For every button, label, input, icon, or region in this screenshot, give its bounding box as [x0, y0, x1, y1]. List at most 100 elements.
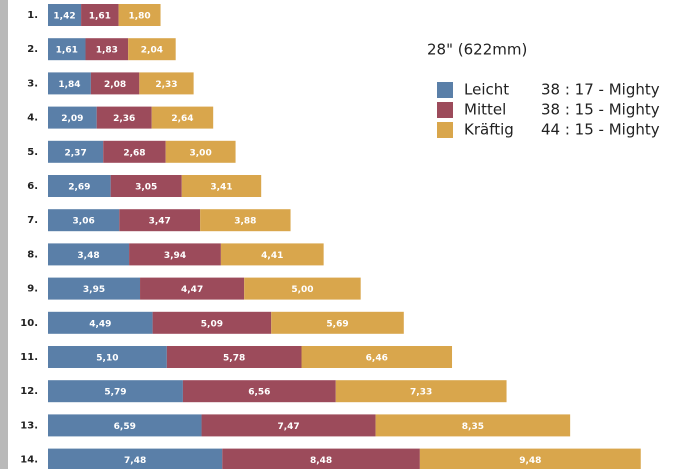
bar-segment	[96, 106, 152, 129]
bar-segment	[375, 414, 571, 437]
category-label: 2.	[27, 44, 38, 55]
legend-gearing: 38 : 17 - Mighty	[541, 81, 660, 99]
value-label: 7,33	[410, 388, 432, 398]
bar-segment	[335, 380, 507, 403]
value-label: 3,48	[77, 251, 99, 261]
value-label: 2,37	[65, 148, 87, 158]
bar-segment	[48, 72, 91, 95]
bar-segment	[129, 243, 221, 266]
bar-segment	[48, 209, 120, 232]
bar-segment	[48, 311, 153, 334]
legend-swatch	[437, 122, 453, 138]
bar-segment	[81, 4, 119, 26]
bar-segment	[119, 209, 201, 232]
value-label: 2,09	[61, 114, 83, 124]
value-label: 3,05	[135, 183, 157, 193]
bar-segment	[48, 243, 130, 266]
bar-segment	[85, 38, 129, 61]
category-label: 11.	[20, 352, 38, 363]
category-label: 1.	[27, 10, 38, 21]
bar-segment	[48, 346, 167, 368]
category-label: 12.	[20, 386, 38, 397]
value-label: 5,79	[104, 388, 126, 398]
value-label: 8,35	[462, 422, 484, 432]
value-label: 5,00	[291, 285, 313, 295]
bar-segment	[244, 277, 361, 300]
category-label: 14.	[20, 455, 38, 466]
bar-segment	[201, 414, 376, 437]
value-label: 2,08	[104, 80, 126, 90]
bar-segment	[48, 380, 183, 403]
value-label: 2,36	[113, 114, 135, 124]
value-label: 1,80	[128, 12, 150, 22]
value-label: 2,33	[155, 80, 177, 90]
value-label: 6,56	[248, 388, 270, 398]
bar-segment	[110, 175, 182, 197]
legend-swatch	[437, 82, 453, 98]
chart-title: 28" (622mm)	[427, 41, 527, 59]
category-label: 3.	[27, 78, 38, 89]
value-label: 3,06	[73, 217, 95, 227]
value-label: 4,41	[261, 251, 283, 261]
value-label: 4,47	[181, 285, 203, 295]
bar-segment	[166, 346, 302, 368]
value-label: 2,68	[123, 148, 145, 158]
value-label: 2,64	[171, 114, 193, 124]
bar-segment	[182, 380, 336, 403]
bar-segment	[152, 311, 272, 334]
value-label: 1,84	[58, 80, 80, 90]
bar-segment	[165, 140, 236, 163]
value-label: 6,46	[366, 354, 388, 364]
bar-segment	[48, 4, 82, 26]
bar-segment	[48, 414, 202, 437]
value-label: 1,42	[53, 12, 75, 22]
bar-segment	[128, 38, 176, 61]
bar-segment	[48, 175, 111, 197]
value-label: 3,00	[190, 148, 212, 158]
value-label: 7,48	[124, 456, 146, 466]
legend-swatch	[437, 102, 453, 118]
value-label: 3,47	[149, 217, 171, 227]
bar-segment	[271, 311, 404, 334]
legend-gearing: 38 : 15 - Mighty	[541, 101, 660, 119]
category-label: 5.	[27, 147, 38, 158]
category-label: 7.	[27, 215, 38, 226]
bar-segment	[48, 106, 97, 129]
value-label: 7,47	[277, 422, 299, 432]
category-label: 8.	[27, 249, 38, 260]
value-label: 3,88	[234, 217, 256, 227]
value-label: 9,48	[519, 456, 541, 466]
value-label: 5,09	[201, 319, 223, 329]
value-label: 5,10	[96, 354, 118, 364]
bar-segment	[48, 140, 104, 163]
value-label: 6,59	[114, 422, 136, 432]
bar-segment	[48, 448, 223, 469]
bar-segment	[419, 448, 641, 469]
bar-segment	[181, 175, 262, 197]
value-label: 3,94	[164, 251, 186, 261]
bar-segment	[220, 243, 324, 266]
value-label: 1,83	[96, 46, 118, 56]
legend-label: Leicht	[464, 81, 509, 99]
bar-segment	[118, 4, 161, 26]
side-strip	[0, 0, 8, 469]
bar-segment	[200, 209, 291, 232]
category-label: 6.	[27, 181, 38, 192]
bar-segment	[151, 106, 214, 129]
legend-label: Mittel	[464, 101, 506, 119]
value-label: 1,61	[89, 12, 111, 22]
value-label: 1,61	[56, 46, 78, 56]
value-label: 8,48	[310, 456, 332, 466]
bar-segment	[90, 72, 140, 95]
value-label: 5,78	[223, 354, 245, 364]
value-label: 2,69	[68, 183, 90, 193]
bar-segment	[48, 38, 86, 61]
bar-segment	[103, 140, 166, 163]
category-label: 9.	[27, 284, 38, 295]
bar-segment	[222, 448, 420, 469]
bar-segment	[140, 277, 245, 300]
bar-segment	[48, 277, 141, 300]
value-label: 2,04	[141, 46, 163, 56]
category-label: 4.	[27, 113, 38, 124]
